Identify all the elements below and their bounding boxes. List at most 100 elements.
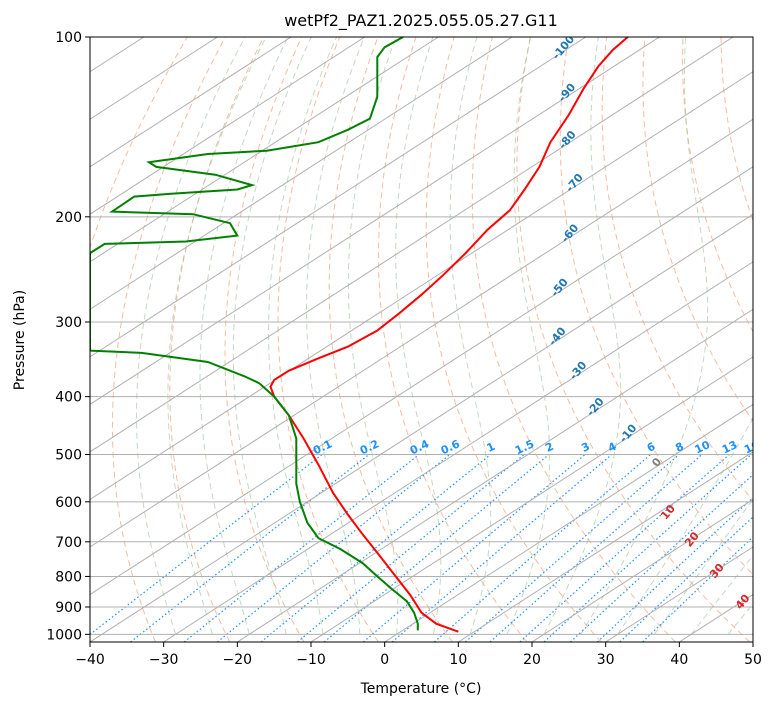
mixing-ratio-label: 20: [766, 438, 775, 456]
isotherm-line: [90, 166, 753, 596]
mixing-ratio-label: 8: [673, 440, 685, 455]
dry-adiabat: [720, 37, 753, 222]
moist-adiabat: [653, 498, 753, 635]
isotherm-line: [752, 641, 753, 642]
dry-adiabat: [516, 37, 751, 642]
mixing-ratio-line: [543, 454, 752, 642]
y-tick-label: 1000: [46, 627, 82, 643]
mixing-ratio-line: [642, 536, 753, 642]
y-tick-label: 100: [55, 30, 82, 46]
mixing-ratio-line: [519, 454, 730, 642]
isotherm-line: [163, 261, 753, 642]
moist-adiabat: [449, 37, 492, 635]
moist-adiabat: [268, 37, 337, 635]
mixing-ratio-label: 16: [742, 438, 762, 456]
mixing-ratio-label: 3: [579, 440, 591, 455]
mixing-ratio-line: [130, 454, 370, 642]
mixing-ratio-line: [434, 454, 651, 642]
y-tick-label: 800: [55, 569, 82, 585]
x-tick-label: −30: [149, 652, 179, 668]
mixing-ratio-line: [260, 454, 491, 642]
moist-adiabat: [136, 37, 246, 635]
moist-adiabat: [543, 37, 622, 635]
mixing-ratio-label: 2: [543, 440, 555, 455]
isotherm-line: [90, 213, 753, 642]
isotherm-line: [458, 451, 753, 642]
y-tick-label: 700: [55, 535, 82, 551]
dry-adiabat: [759, 37, 775, 642]
mixing-ratio-label: 10: [693, 438, 713, 456]
isotherm-label: -80: [556, 128, 579, 152]
mixing-ratio-line: [489, 454, 703, 642]
isotherm-label: -20: [584, 395, 607, 419]
y-tick-label: 400: [55, 390, 82, 406]
isotherm-line: [90, 37, 439, 263]
mixing-ratio-line: [297, 454, 525, 642]
moist-adiabat: [727, 602, 753, 635]
isotherm-line: [90, 37, 292, 168]
x-tick-label: −10: [296, 652, 326, 668]
mixing-ratio-label: 4: [606, 440, 619, 455]
isotherm-label: -10: [617, 421, 640, 445]
y-axis: 100 200 300 400 500 600 700 800 900 1000: [46, 30, 90, 643]
isotherm-line: [90, 37, 513, 310]
isotherm-label: -60: [559, 221, 582, 245]
dry-adiabat: [328, 37, 454, 642]
moist-adiabat: [506, 37, 551, 635]
y-tick-label: 600: [55, 495, 82, 511]
isotherm-line: [90, 37, 218, 120]
y-tick-label: 900: [55, 600, 82, 616]
isotherm-label: -40: [546, 324, 569, 348]
isotherm-line: [310, 356, 753, 642]
mixing-ratio-line: [90, 454, 323, 636]
moist-adiabat: [347, 37, 399, 635]
isotherm-line: [90, 37, 660, 405]
dewpoint-line: [90, 37, 419, 631]
dry-adiabat: [277, 37, 379, 642]
isotherm-line: [679, 593, 753, 642]
series-layer: [90, 37, 629, 633]
mixing-ratio-label: 13: [720, 438, 739, 456]
isotherm-line: [90, 37, 587, 358]
mixing-ratio-line: [363, 454, 586, 642]
dry-adiabat: [169, 37, 264, 642]
isotherm-line: [90, 71, 753, 501]
x-tick-label: 0: [380, 652, 389, 668]
chart-title: wetPf2_PAZ1.2025.055.05.27.G11: [284, 11, 558, 31]
dry-adiabat: [642, 37, 753, 422]
moist-adiabat: [306, 37, 365, 635]
grid: [90, 37, 753, 642]
moist-adiabat: [199, 37, 289, 635]
isotherm-line: [605, 546, 753, 642]
isotherm-line: [90, 37, 734, 453]
plot-frame: [89, 36, 754, 643]
warm-isotherm-label: 10: [658, 502, 678, 522]
dry-adiabat: [90, 37, 188, 250]
moist-adiabat: [232, 37, 312, 635]
mixing-ratio-line: [619, 516, 753, 642]
moist-adiabat: [617, 416, 753, 635]
isotherm-line: [237, 308, 753, 642]
x-tick-label: 10: [449, 652, 467, 668]
mixing-ratio-line: [596, 496, 753, 642]
x-tick-label: 30: [597, 652, 615, 668]
dry-adiabat: [377, 37, 528, 642]
y-tick-label: 200: [55, 210, 82, 226]
x-axis: −40 −30 −20 −10 0 10 20 30 40 50: [75, 642, 762, 668]
isotherm-line: [90, 118, 753, 548]
mixing-ratio-line: [183, 454, 420, 642]
dry-adiabat: [425, 37, 602, 642]
isotherm-label: -30: [567, 359, 590, 383]
x-axis-label: Temperature (°C): [360, 681, 482, 697]
mixing-ratio-line: [217, 454, 451, 642]
dry-adiabat: [111, 37, 226, 642]
dry-adiabat: [601, 37, 753, 502]
mixing-ratio-line: [465, 454, 680, 642]
warm-isotherm-label: 40: [733, 592, 753, 612]
isotherm-label: -50: [548, 276, 571, 300]
mixing-ratio-label: 1: [485, 440, 497, 455]
dry-adiabat: [471, 37, 676, 642]
x-tick-label: 50: [744, 652, 762, 668]
x-tick-label: 40: [670, 652, 688, 668]
